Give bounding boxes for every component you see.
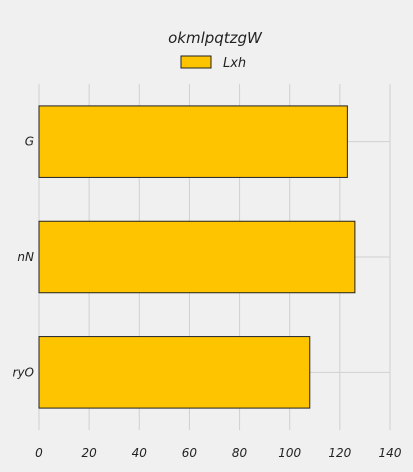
bar xyxy=(38,105,348,178)
y-tick-label: G xyxy=(25,135,34,149)
x-tick-label: 40 xyxy=(132,446,148,460)
x-tick-label: 100 xyxy=(278,446,301,460)
y-tick-label: ryO xyxy=(13,365,34,379)
x-tick-label: 120 xyxy=(328,446,351,460)
y-axis-tick-labels: GnN ryO xyxy=(13,135,34,380)
bar xyxy=(38,220,356,294)
legend: Lxh xyxy=(180,55,246,71)
bars xyxy=(38,105,356,409)
legend-label: Lxh xyxy=(223,56,246,71)
x-tick-label: 80 xyxy=(232,446,248,460)
x-axis-tick-labels: 0 20 40 60 80 100 120 140 xyxy=(35,446,402,460)
bar xyxy=(38,336,311,409)
x-tick-label: 60 xyxy=(182,446,198,460)
x-tick-label: 0 xyxy=(35,446,43,460)
chart-title: okmlpqtzgW xyxy=(168,29,263,47)
y-tick-label: nN xyxy=(17,250,34,264)
x-tick-label: 20 xyxy=(82,446,98,460)
x-tick-label: 140 xyxy=(379,446,402,460)
legend-swatch xyxy=(180,55,212,69)
